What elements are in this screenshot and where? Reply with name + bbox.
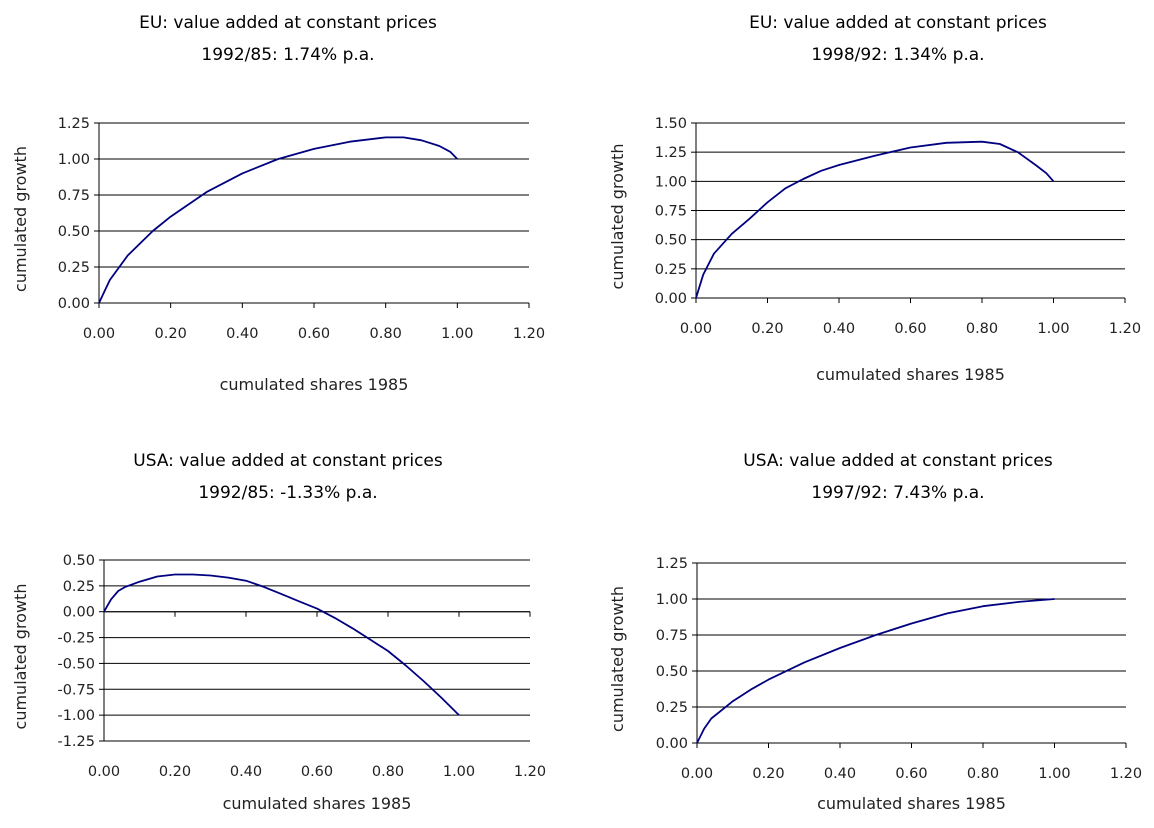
y-tick-label: 1.25 (58, 116, 90, 132)
y-axis-label: cumulated growth (608, 586, 627, 732)
y-tick-label: 0.00 (656, 736, 688, 752)
chart-svg: USA: value added at constant prices 1997/… (608, 451, 1142, 813)
y-tick-label: 1.00 (58, 152, 90, 168)
y-tick-label: -1.25 (57, 734, 95, 750)
y-axis-label: cumulated growth (11, 146, 30, 292)
y-tick-label: 0.50 (63, 553, 95, 569)
y-tick-label: -0.75 (57, 682, 95, 698)
x-tick-label: 0.80 (967, 766, 999, 782)
x-tick-label: 0.00 (88, 764, 120, 780)
y-axis-label: cumulated growth (11, 584, 30, 730)
chart-panel-eu-1998: EU: value added at constant prices 1998/9… (577, 0, 1154, 414)
series-line (696, 598, 1055, 744)
x-tick-label: 0.20 (752, 766, 784, 782)
y-tick-label: 0.50 (58, 224, 90, 240)
y-tick-label: 1.25 (655, 145, 687, 161)
chart-title: EU: value added at constant prices (139, 13, 437, 33)
x-tick-label: 1.20 (1109, 321, 1141, 337)
y-tick-label: -0.25 (57, 631, 95, 647)
x-axis-label: cumulated shares 1985 (220, 375, 409, 394)
chart-subtitle: 1998/92: 1.34% p.a. (811, 45, 984, 65)
chart-title: EU: value added at constant prices (749, 13, 1047, 33)
x-tick-label: 1.00 (1038, 766, 1070, 782)
y-tick-label: 0.25 (655, 262, 687, 278)
x-tick-label: 0.80 (372, 764, 404, 780)
x-tick-label: 0.40 (230, 764, 262, 780)
y-tick-label: 0.00 (63, 605, 95, 621)
x-tick-label: 0.00 (680, 321, 712, 337)
y-tick-label: 0.25 (656, 700, 688, 716)
y-tick-label: 0.00 (58, 296, 90, 312)
x-tick-label: 1.20 (513, 326, 545, 342)
x-tick-label: 0.20 (159, 764, 191, 780)
chart-panel-eu-1992: EU: value added at constant prices 1992/8… (0, 0, 577, 414)
x-tick-label: 0.20 (751, 321, 783, 337)
chart-subtitle: 1992/85: -1.33% p.a. (198, 483, 377, 503)
x-tick-label: 0.00 (681, 766, 713, 782)
x-axis-label: cumulated shares 1985 (816, 365, 1005, 384)
chart-svg: EU: value added at constant prices 1998/9… (608, 13, 1141, 384)
chart-subtitle: 1992/85: 1.74% p.a. (201, 45, 374, 65)
x-tick-label: 0.00 (83, 326, 115, 342)
y-tick-label: -0.50 (57, 656, 95, 672)
series-line (103, 573, 460, 716)
x-tick-label: 0.60 (894, 321, 926, 337)
x-tick-label: 0.60 (298, 326, 330, 342)
chart-panel-usa-1992: USA: value added at constant prices 1992/… (0, 414, 577, 828)
y-tick-label: 1.00 (656, 592, 688, 608)
x-tick-label: 0.80 (966, 321, 998, 337)
x-tick-label: 1.20 (1110, 766, 1142, 782)
chart-panel-usa-1997: USA: value added at constant prices 1997/… (577, 414, 1154, 828)
chart-title: USA: value added at constant prices (133, 451, 443, 471)
series-line (695, 140, 1055, 299)
y-tick-label: 1.50 (655, 116, 687, 132)
chart-svg: EU: value added at constant prices 1992/8… (11, 13, 545, 394)
x-tick-label: 1.20 (514, 764, 546, 780)
x-tick-label: 0.60 (895, 766, 927, 782)
y-tick-label: 0.50 (656, 664, 688, 680)
y-tick-label: 0.75 (655, 204, 687, 220)
x-tick-label: 1.00 (443, 764, 475, 780)
y-tick-label: 0.25 (63, 579, 95, 595)
x-tick-label: 0.80 (370, 326, 402, 342)
chart-subtitle: 1997/92: 7.43% p.a. (811, 483, 984, 503)
y-tick-label: 1.00 (655, 174, 687, 190)
x-tick-label: 0.40 (824, 766, 856, 782)
x-tick-label: 0.40 (823, 321, 855, 337)
x-tick-label: 1.00 (1037, 321, 1069, 337)
y-tick-label: 0.00 (655, 291, 687, 307)
y-axis-label: cumulated growth (608, 144, 627, 290)
x-axis-label: cumulated shares 1985 (223, 794, 412, 813)
x-tick-label: 0.20 (155, 326, 187, 342)
y-tick-label: -1.00 (57, 708, 95, 724)
series-line (98, 136, 458, 304)
x-axis-label: cumulated shares 1985 (817, 794, 1006, 813)
y-tick-label: 0.50 (655, 233, 687, 249)
y-tick-label: 0.25 (58, 260, 90, 276)
chart-title: USA: value added at constant prices (743, 451, 1053, 471)
x-tick-label: 0.40 (226, 326, 258, 342)
chart-svg: USA: value added at constant prices 1992/… (11, 451, 546, 813)
y-tick-label: 1.25 (656, 556, 688, 572)
x-tick-label: 1.00 (441, 326, 473, 342)
x-tick-label: 0.60 (301, 764, 333, 780)
y-tick-label: 0.75 (58, 188, 90, 204)
y-tick-label: 0.75 (656, 628, 688, 644)
